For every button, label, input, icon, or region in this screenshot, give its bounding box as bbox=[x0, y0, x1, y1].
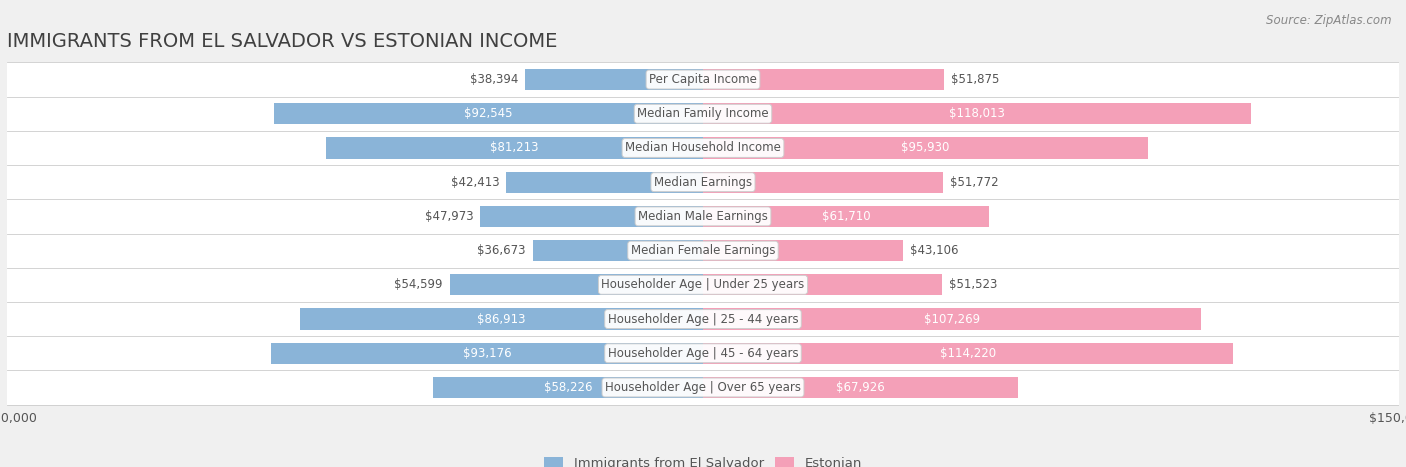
Text: Householder Age | 45 - 64 years: Householder Age | 45 - 64 years bbox=[607, 347, 799, 360]
Bar bbox=[7, 234, 1399, 268]
Bar bbox=[7, 302, 1399, 336]
Text: $107,269: $107,269 bbox=[924, 312, 980, 325]
Bar bbox=[433, 377, 703, 398]
Bar bbox=[703, 103, 1250, 124]
Text: $43,106: $43,106 bbox=[910, 244, 959, 257]
Text: Per Capita Income: Per Capita Income bbox=[650, 73, 756, 86]
Text: $38,394: $38,394 bbox=[470, 73, 517, 86]
Bar bbox=[703, 274, 942, 296]
Bar bbox=[7, 199, 1399, 234]
Bar bbox=[274, 103, 703, 124]
Text: $81,213: $81,213 bbox=[491, 142, 538, 155]
Bar bbox=[533, 240, 703, 261]
Text: $51,523: $51,523 bbox=[949, 278, 997, 291]
Text: $67,926: $67,926 bbox=[837, 381, 884, 394]
Text: $36,673: $36,673 bbox=[478, 244, 526, 257]
Text: $86,913: $86,913 bbox=[477, 312, 526, 325]
Bar bbox=[7, 370, 1399, 404]
Bar bbox=[7, 131, 1399, 165]
Text: Median Male Earnings: Median Male Earnings bbox=[638, 210, 768, 223]
Text: $42,413: $42,413 bbox=[451, 176, 499, 189]
Bar bbox=[703, 308, 1201, 330]
Bar bbox=[481, 206, 703, 227]
Bar bbox=[7, 336, 1399, 370]
Text: Median Family Income: Median Family Income bbox=[637, 107, 769, 120]
Bar bbox=[7, 268, 1399, 302]
Bar bbox=[703, 377, 1018, 398]
Text: Median Household Income: Median Household Income bbox=[626, 142, 780, 155]
Text: $51,772: $51,772 bbox=[950, 176, 998, 189]
Bar bbox=[506, 171, 703, 193]
Text: $118,013: $118,013 bbox=[949, 107, 1005, 120]
Text: Householder Age | Under 25 years: Householder Age | Under 25 years bbox=[602, 278, 804, 291]
Bar bbox=[450, 274, 703, 296]
Text: $47,973: $47,973 bbox=[425, 210, 474, 223]
Text: IMMIGRANTS FROM EL SALVADOR VS ESTONIAN INCOME: IMMIGRANTS FROM EL SALVADOR VS ESTONIAN … bbox=[7, 32, 557, 51]
Bar bbox=[326, 137, 703, 159]
Bar bbox=[703, 343, 1233, 364]
Bar bbox=[271, 343, 703, 364]
Text: $92,545: $92,545 bbox=[464, 107, 513, 120]
Text: $58,226: $58,226 bbox=[544, 381, 592, 394]
Text: Householder Age | 25 - 44 years: Householder Age | 25 - 44 years bbox=[607, 312, 799, 325]
Text: $54,599: $54,599 bbox=[394, 278, 443, 291]
Text: $114,220: $114,220 bbox=[941, 347, 995, 360]
Bar bbox=[703, 137, 1149, 159]
Bar bbox=[703, 240, 903, 261]
Text: $95,930: $95,930 bbox=[901, 142, 949, 155]
Bar bbox=[524, 69, 703, 90]
Bar bbox=[7, 63, 1399, 97]
Bar bbox=[703, 69, 943, 90]
Text: Median Earnings: Median Earnings bbox=[654, 176, 752, 189]
Text: $93,176: $93,176 bbox=[463, 347, 512, 360]
Text: $51,875: $51,875 bbox=[950, 73, 1000, 86]
Text: Householder Age | Over 65 years: Householder Age | Over 65 years bbox=[605, 381, 801, 394]
Bar bbox=[299, 308, 703, 330]
Bar bbox=[703, 206, 990, 227]
Legend: Immigrants from El Salvador, Estonian: Immigrants from El Salvador, Estonian bbox=[538, 452, 868, 467]
Text: $61,710: $61,710 bbox=[823, 210, 870, 223]
Bar bbox=[703, 171, 943, 193]
Text: Median Female Earnings: Median Female Earnings bbox=[631, 244, 775, 257]
Bar bbox=[7, 97, 1399, 131]
Text: Source: ZipAtlas.com: Source: ZipAtlas.com bbox=[1267, 14, 1392, 27]
Bar bbox=[7, 165, 1399, 199]
